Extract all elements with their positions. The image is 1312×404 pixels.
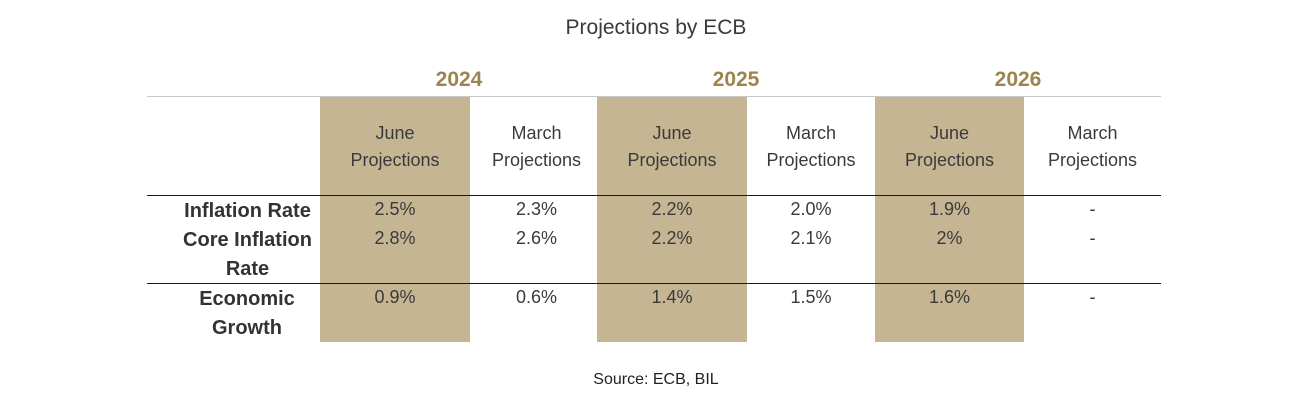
table-cell: 1.9% (928, 199, 971, 219)
table-cell: 2.2% (651, 228, 693, 248)
table-cell: 2% (936, 228, 963, 248)
table-cell: 2.0% (790, 199, 832, 219)
year-header-row: 2024 2025 2026 (0, 68, 1312, 96)
table-cell: - (1089, 228, 1096, 248)
highlight-column-2024-june (320, 97, 470, 342)
table-cell: 1.6% (928, 287, 971, 307)
table-cell: 2.2% (651, 199, 693, 219)
column-header-2024-june: June Projections (350, 123, 440, 170)
column-header-2025-march: March Projections (766, 123, 856, 170)
chart-title: Projections by ECB (565, 16, 747, 39)
top-divider (147, 96, 1161, 97)
table-cell: 2.1% (790, 228, 832, 248)
table-cell: - (1089, 287, 1096, 307)
column-header-2026-march: March Projections (1047, 123, 1138, 170)
table-cell: 2.8% (374, 228, 416, 248)
column-header-2025-june: June Projections (627, 123, 717, 170)
table-cell: 2.3% (515, 199, 558, 219)
table-cell: 1.5% (790, 287, 832, 307)
highlight-column-2026-june (875, 97, 1024, 342)
highlight-column-2025-june (597, 97, 747, 342)
row-label-inflation-rate: Inflation Rate (184, 200, 311, 222)
table-cell: 0.9% (374, 287, 416, 307)
year-label-2024: 2024 (435, 68, 483, 91)
column-header-2024-march: March Projections (491, 123, 582, 170)
table-cell: 2.6% (515, 228, 558, 248)
row-label-core-inflation-rate: Core Inflation Rate (183, 229, 312, 280)
table-cell: 2.5% (374, 199, 416, 219)
column-header-2026-june: June Projections (904, 123, 995, 170)
year-label-2026: 2026 (994, 68, 1042, 91)
header-divider (147, 195, 1161, 196)
table-cell: 1.4% (651, 287, 693, 307)
table-cell: 0.6% (515, 287, 558, 307)
row-divider (147, 283, 1161, 284)
table-cell: - (1089, 199, 1096, 219)
source-note: Source: ECB, BIL (593, 371, 719, 388)
row-label-economic-growth: Economic Growth (199, 288, 295, 339)
year-label-2025: 2025 (712, 68, 760, 91)
